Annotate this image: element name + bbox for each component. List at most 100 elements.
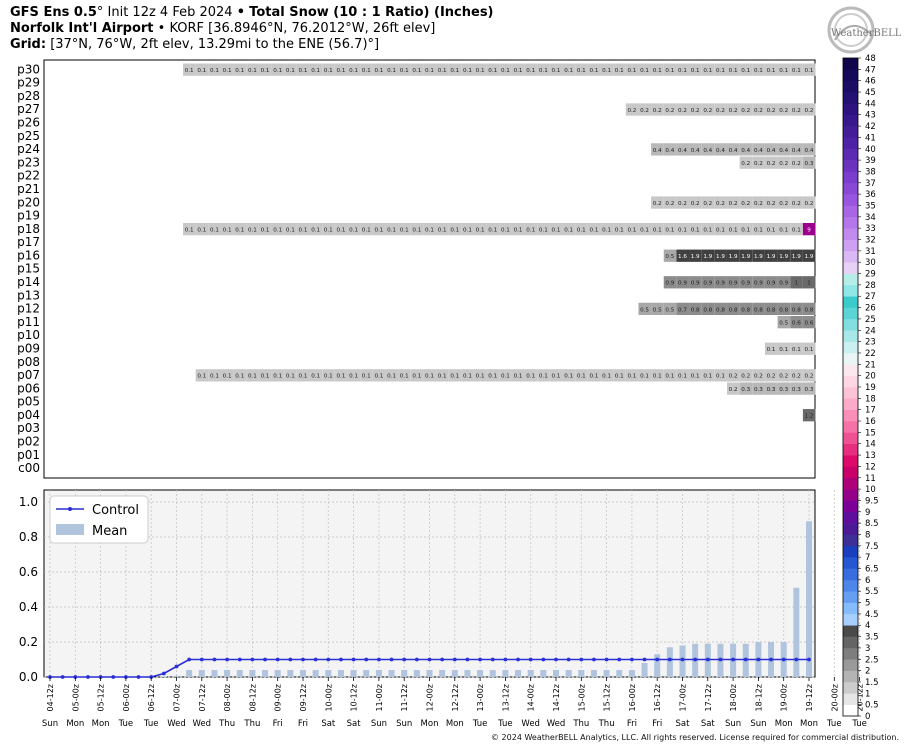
- station-name: Norfolk Int'l Airport: [10, 21, 154, 36]
- heat-cell: [221, 63, 234, 76]
- day-label: Tue: [118, 719, 134, 729]
- heat-cell: [777, 249, 791, 262]
- control-point: [592, 657, 596, 662]
- heat-cell: [752, 276, 765, 289]
- heat-cell: [802, 143, 816, 156]
- heat-cell: [790, 156, 803, 169]
- member-label: p03: [17, 421, 40, 435]
- heat-cell: [398, 222, 411, 236]
- control-point: [579, 657, 584, 662]
- heat-cell: [802, 276, 816, 289]
- control-point: [604, 657, 609, 662]
- heat-cell-value: 0.8: [729, 307, 738, 313]
- heat-cell-value: 0.1: [779, 347, 788, 353]
- day-label: Wed: [193, 719, 212, 729]
- heat-cell-value: 0.1: [197, 228, 206, 234]
- heat-cell: [347, 63, 361, 76]
- day-label: Sat: [701, 719, 716, 729]
- heat-cell: [271, 369, 285, 382]
- member-label: c00: [18, 461, 40, 475]
- heat-cell: [625, 103, 639, 116]
- heat-cell-value: 0.9: [741, 281, 750, 287]
- heat-cell: [246, 369, 259, 382]
- member-label: p15: [17, 262, 40, 276]
- day-label: Mon: [66, 719, 84, 729]
- heat-cell: [398, 369, 411, 382]
- control-point: [705, 657, 710, 662]
- x-tick-label: 13-00z: [476, 684, 485, 711]
- degree-symbol: °: [96, 5, 104, 20]
- colorbar-label: 45: [865, 88, 876, 98]
- heat-cell-value: 0.2: [767, 108, 776, 114]
- heat-cell: [777, 369, 791, 382]
- colorbar: 00.5 11.52 2.533.5 44.55 5.566.5 77.5 88.59 9.5…: [842, 54, 879, 722]
- heat-cell: [790, 196, 803, 209]
- heat-cell-value: 0.4: [703, 148, 712, 154]
- x-tick-label: 06-12z: [147, 684, 156, 711]
- member-label: p11: [17, 315, 40, 329]
- heat-cell-value: 1.9: [716, 254, 725, 260]
- control-point: [554, 657, 558, 662]
- x-tick-label: 07-12z: [198, 684, 207, 711]
- heat-cell: [309, 222, 323, 236]
- heat-cell: [790, 276, 803, 289]
- day-label: Tue: [472, 719, 488, 729]
- heat-cell: [790, 382, 803, 395]
- heat-cell-value: 0.1: [476, 374, 485, 380]
- x-tick-label: 10-12z: [350, 684, 359, 711]
- heat-cell: [638, 103, 652, 116]
- heat-cell: [676, 369, 689, 382]
- colorbar-label: 9.5: [865, 496, 879, 506]
- heat-cell-value: 0.2: [729, 108, 738, 114]
- x-tick-label: 20-12z: [856, 684, 865, 711]
- heat-cell-value: 0.1: [488, 374, 497, 380]
- colorbar-bin: [843, 194, 858, 206]
- heat-cell-value: 0.1: [286, 374, 295, 380]
- mean-bar: [236, 670, 243, 677]
- heat-cell: [689, 63, 702, 76]
- y-tick-label: 0.6: [19, 565, 38, 579]
- heat-cell: [739, 276, 753, 289]
- control-point: [313, 657, 318, 662]
- heat-cell-value: 0.1: [463, 228, 472, 234]
- heat-cell: [486, 369, 500, 382]
- heatmap-frame: [43, 59, 816, 479]
- legend-control-marker: [68, 507, 72, 511]
- heat-cell: [727, 143, 740, 156]
- colorbar-label: 2: [865, 667, 870, 677]
- control-point: [275, 657, 280, 662]
- heat-cell: [233, 369, 247, 382]
- heat-cell: [271, 63, 285, 76]
- control-point: [731, 657, 735, 662]
- heat-cell: [714, 222, 727, 236]
- colorbar-bin: [843, 704, 858, 717]
- control-point: [794, 657, 799, 662]
- heat-cell-value: 0.1: [779, 228, 788, 234]
- control-point: [452, 657, 457, 662]
- heat-cell-value: 0.9: [691, 281, 700, 287]
- heat-cell-value: 0.9: [779, 281, 788, 287]
- mean-bar: [641, 663, 648, 677]
- heat-cell-value: 1.9: [779, 254, 788, 260]
- heat-cell: [752, 249, 765, 262]
- day-label: Sun: [396, 719, 412, 729]
- station-details: KORF [36.8946°N, 76.2012°W, 26ft elev]: [169, 21, 436, 36]
- heat-cell-value: 0.1: [653, 374, 662, 380]
- heat-cell-value: 0.9: [678, 281, 687, 287]
- heat-cell: [663, 249, 677, 262]
- heat-cell-value: 0.1: [539, 374, 548, 380]
- day-label: Thu: [572, 719, 589, 729]
- control-point: [743, 657, 748, 662]
- heat-cell: [739, 63, 753, 76]
- heat-cell: [524, 369, 538, 382]
- heat-cell-value: 0.1: [387, 228, 396, 234]
- colorbar-label: 7: [865, 553, 870, 563]
- colorbar-bin: [843, 239, 858, 252]
- heat-cell: [676, 196, 689, 209]
- x-tick-label: 09-12z: [299, 684, 308, 711]
- heat-cell: [739, 302, 753, 316]
- heat-cell-value: 0.1: [577, 374, 586, 380]
- heat-cell-value: 0.1: [501, 68, 510, 74]
- mean-bar: [287, 670, 294, 677]
- heat-cell: [372, 369, 386, 382]
